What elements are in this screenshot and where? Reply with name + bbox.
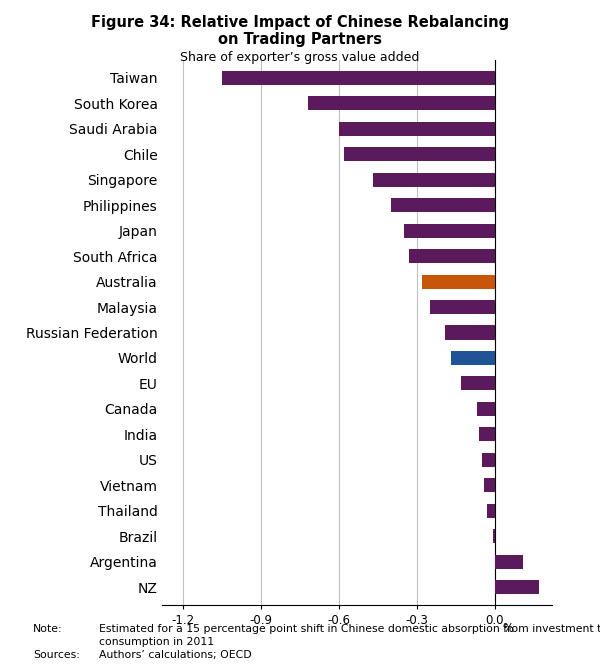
Bar <box>495 555 523 569</box>
Bar <box>308 96 495 110</box>
Bar <box>461 376 495 390</box>
Text: Authors’ calculations; OECD: Authors’ calculations; OECD <box>99 650 251 660</box>
Text: on Trading Partners: on Trading Partners <box>218 32 382 47</box>
Text: Figure 34: Relative Impact of Chinese Rebalancing: Figure 34: Relative Impact of Chinese Re… <box>91 15 509 30</box>
Bar <box>391 198 495 212</box>
Bar <box>445 325 495 340</box>
Bar <box>479 428 495 442</box>
Bar <box>222 70 495 84</box>
Bar <box>422 275 495 289</box>
Bar <box>451 351 495 365</box>
Text: Estimated for a 15 percentage point shift in Chinese domestic absorption from in: Estimated for a 15 percentage point shif… <box>99 624 600 646</box>
Bar <box>484 478 495 492</box>
Bar <box>404 223 495 237</box>
Text: Note:: Note: <box>33 624 62 634</box>
Bar <box>487 504 495 518</box>
Bar <box>493 529 495 543</box>
Text: %: % <box>503 622 514 634</box>
Bar <box>482 453 495 467</box>
Bar <box>476 402 495 416</box>
Bar <box>344 147 495 161</box>
Text: Sources:: Sources: <box>33 650 80 660</box>
Bar <box>373 173 495 187</box>
Text: Share of exporter’s gross value added: Share of exporter’s gross value added <box>181 51 419 64</box>
Bar <box>339 122 495 136</box>
Bar <box>409 249 495 263</box>
Bar <box>430 300 495 314</box>
Bar <box>495 581 539 595</box>
